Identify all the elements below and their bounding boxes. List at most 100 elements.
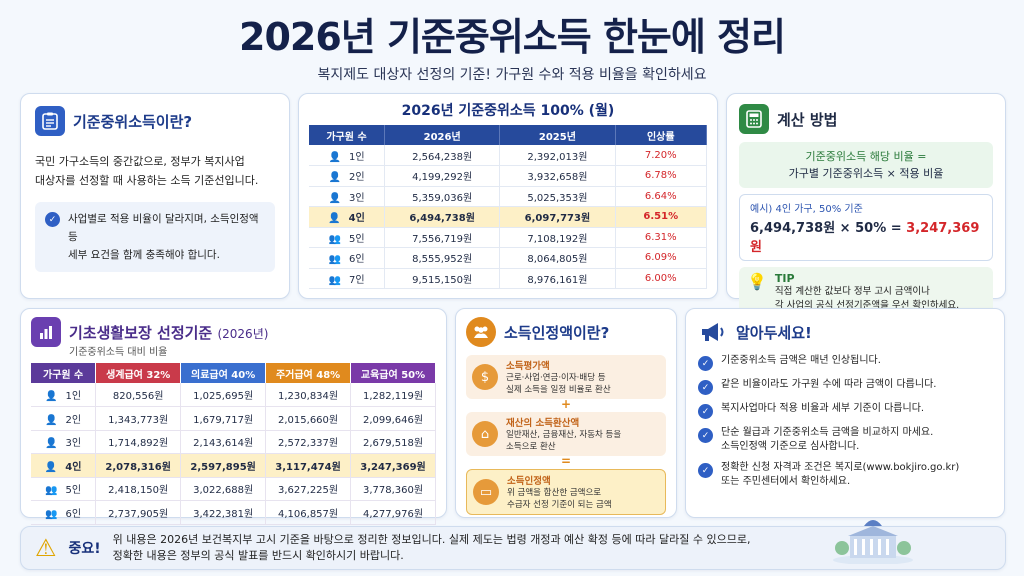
plus-sign: + xyxy=(560,397,572,411)
median-income-table: 가구원 수 2026년 2025년 인상률 👤 1인 2,564,238원 2,392,01… xyxy=(309,125,708,289)
table-header: 가구원 수 xyxy=(309,125,386,145)
benefit-amount-cell: 3,022,688원 xyxy=(180,477,267,501)
table-row: 👥 6인 2,737,905원 3,422,381원 4,106,857원 4,277,9… xyxy=(31,500,436,525)
person-icon: 👥 xyxy=(328,274,341,286)
table-header: 2025년 xyxy=(499,125,616,145)
benefit-amount-cell: 3,422,381원 xyxy=(180,500,267,525)
box-title: 소득인정액 xyxy=(507,476,551,487)
table-row: 👥 5인 7,556,719원 7,108,192원 6.31% xyxy=(309,227,708,248)
income-2026-cell: 9,515,150원 xyxy=(384,268,501,289)
income-2026-cell: 6,494,738원 xyxy=(384,206,501,228)
income-2026-cell: 2,564,238원 xyxy=(384,145,501,166)
household-size-cell: 👥 6인 xyxy=(31,500,97,525)
basic-livelihood-title-text: 기초생활보장 선정기준 xyxy=(69,323,213,342)
calculation-card: 계산 방법 기준중위소득 해당 비율 = 가구별 기준중위소득 × 적용 비율 … xyxy=(726,93,1006,318)
box-line: 일반재산, 금융재산, 자동차 등을 xyxy=(506,430,622,440)
people-icon xyxy=(466,317,496,347)
benefit-amount-cell: 3,778,360원 xyxy=(350,477,436,501)
example-calc: 6,494,738원 × 50% = 3,247,369원 xyxy=(750,217,982,255)
notice-item: ✓ 같은 비율이라도 가구원 수에 따라 금액이 다릅니다. xyxy=(698,378,992,395)
check-icon: ✓ xyxy=(45,212,60,227)
benefit-amount-cell: 2,099,646원 xyxy=(350,406,436,431)
notice-line: 기준중위소득 금액은 매년 인상됩니다. xyxy=(721,355,881,366)
notice-line: 소득인정액 기준으로 심사합니다. xyxy=(721,441,860,452)
income-2025-cell: 7,108,192원 xyxy=(499,227,616,248)
tip-label: TIP xyxy=(774,272,795,285)
household-size-text: 2인 xyxy=(65,414,82,426)
benefit-amount-cell: 3,627,225원 xyxy=(265,477,352,501)
notice-line: 정확한 신청 자격과 조건은 복지로(www.bokjiro.go.kr) xyxy=(721,462,960,473)
benefit-amount-cell: 2,078,316원 xyxy=(95,453,182,478)
household-size-text: 5인 xyxy=(348,233,365,245)
increase-rate-cell: 6.00% xyxy=(615,268,708,289)
person-icon: 👤 xyxy=(45,414,58,426)
person-icon: 👤 xyxy=(328,213,341,225)
property-conversion-box: ⌂ 재산의 소득환산액 일반재산, 금융재산, 자동차 등을 소득으로 환산 xyxy=(466,412,666,456)
notice-line: 같은 비율이라도 가구원 수에 따라 금액이 다릅니다. xyxy=(721,379,937,390)
recognized-income-card: 소득인정액이란? $ 소득평가액 근로·사업·연금·이자·배당 등 실제 소득을… xyxy=(455,308,677,518)
box-line: 근로·사업·연금·이자·배당 등 xyxy=(506,373,606,383)
box-line: 소득으로 환산 xyxy=(506,442,556,452)
table-row: 👤 1인 820,556원 1,025,695원 1,230,834원 1,282,119… xyxy=(31,383,436,407)
household-size-text: 3인 xyxy=(348,192,365,204)
household-size-text: 1인 xyxy=(65,391,82,402)
median-income-table-title: 2026년 기준중위소득 100% (월) xyxy=(401,103,615,119)
notice-list: ✓ 기준중위소득 금액은 매년 인상됩니다. ✓ 같은 비율이라도 가구원 수에 따라… xyxy=(698,354,992,489)
household-size-cell: 👤 3인 xyxy=(309,186,386,207)
benefit-amount-cell: 2,418,150원 xyxy=(95,477,182,501)
table-row: 👤 1인 2,564,238원 2,392,013원 7.20% xyxy=(309,145,708,166)
megaphone-icon xyxy=(698,317,728,347)
increase-rate-cell: 6.09% xyxy=(615,247,708,269)
increase-rate-cell: 7.20% xyxy=(615,145,708,166)
definition-line: 국민 가구소득의 중간값으로, 정부가 복지사업 xyxy=(35,155,245,168)
recognized-income-title: 소득인정액이란? xyxy=(504,323,610,342)
benefit-amount-cell: 4,277,976원 xyxy=(350,500,436,525)
benefit-amount-cell: 2,143,614원 xyxy=(180,430,267,454)
calculator-icon xyxy=(739,104,769,134)
notice-title: 알아두세요! xyxy=(736,323,812,342)
basic-livelihood-card: 기초생활보장 선정기준 (2026년) 기준중위소득 대비 비율 가구원 수 생계… xyxy=(20,308,447,525)
household-size-cell: 👤 2인 xyxy=(31,406,97,431)
increase-rate-cell: 6.51% xyxy=(615,206,708,228)
check-icon: ✓ xyxy=(698,380,713,395)
household-size-text: 1인 xyxy=(348,151,365,163)
person-icon: 👥 xyxy=(328,233,341,245)
benefit-amount-cell: 1,230,834원 xyxy=(265,383,352,407)
household-size-text: 6인 xyxy=(65,508,82,520)
person-icon: 👤 xyxy=(328,192,341,204)
table-row: 👤 3인 1,714,892원 2,143,614원 2,572,337원 2,679,5… xyxy=(31,430,436,454)
table-row: 👥 6인 8,555,952원 8,064,805원 6.09% xyxy=(309,247,708,269)
definition-text: 국민 가구소득의 중간값으로, 정부가 복지사업 대상자를 선정할 때 사용하는… xyxy=(35,152,275,190)
note-line: 사업별로 적용 비율이 달라지며, 소득인정액 등 xyxy=(68,213,259,243)
household-size-text: 4인 xyxy=(65,461,82,473)
basic-livelihood-subtitle: 기준중위소득 대비 비율 xyxy=(69,347,168,358)
income-2025-cell: 8,064,805원 xyxy=(499,247,616,269)
box-line: 수급자 선정 기준이 되는 금액 xyxy=(507,500,612,510)
definition-line: 대상자를 선정할 때 사용하는 소득 기준선입니다. xyxy=(35,174,259,187)
increase-rate-cell: 6.64% xyxy=(615,186,708,207)
benefit-amount-cell: 2,737,905원 xyxy=(95,500,182,525)
table-header: 생계급여 32% xyxy=(95,363,182,383)
benefit-amount-cell: 2,679,518원 xyxy=(350,430,436,454)
benefit-amount-cell: 3,247,369원 xyxy=(350,453,436,478)
household-size-text: 5인 xyxy=(65,485,82,497)
formula-box: 기준중위소득 해당 비율 = 가구별 기준중위소득 × 적용 비율 xyxy=(739,142,993,188)
person-icon: 👤 xyxy=(328,172,341,184)
benefit-amount-cell: 2,015,660원 xyxy=(265,406,352,431)
benefit-amount-cell: 1,714,892원 xyxy=(95,430,182,454)
important-label: 중요! xyxy=(68,541,101,557)
notice-card: 알아두세요! ✓ 기준중위소득 금액은 매년 인상됩니다. ✓ 같은 비율이라도 가구… xyxy=(685,308,1005,518)
person-icon: 👥 xyxy=(45,485,58,497)
lightbulb-icon: 💡 xyxy=(747,272,767,291)
important-line: 위 내용은 2026년 보건복지부 고시 기준을 바탕으로 정리한 정보입니다.… xyxy=(112,533,751,546)
benefit-amount-cell: 3,117,474원 xyxy=(265,453,352,478)
notice-text: 복지사업마다 적용 비율과 세부 기준이 다릅니다. xyxy=(721,402,924,419)
person-icon: 👥 xyxy=(328,254,341,266)
income-2025-cell: 2,392,013원 xyxy=(499,145,616,166)
notice-text: 같은 비율이라도 가구원 수에 따라 금액이 다릅니다. xyxy=(721,378,936,395)
table-row: 👤 3인 5,359,036원 5,025,353원 6.64% xyxy=(309,186,708,207)
box-title: 소득평가액 xyxy=(506,361,550,372)
benefit-amount-cell: 1,282,119원 xyxy=(350,383,436,407)
tip-line: 각 사업의 공식 선정기준액을 우선 확인하세요. xyxy=(774,300,960,311)
income-evaluation-box: $ 소득평가액 근로·사업·연금·이자·배당 등 실제 소득을 일정 비율로 환… xyxy=(466,355,666,399)
